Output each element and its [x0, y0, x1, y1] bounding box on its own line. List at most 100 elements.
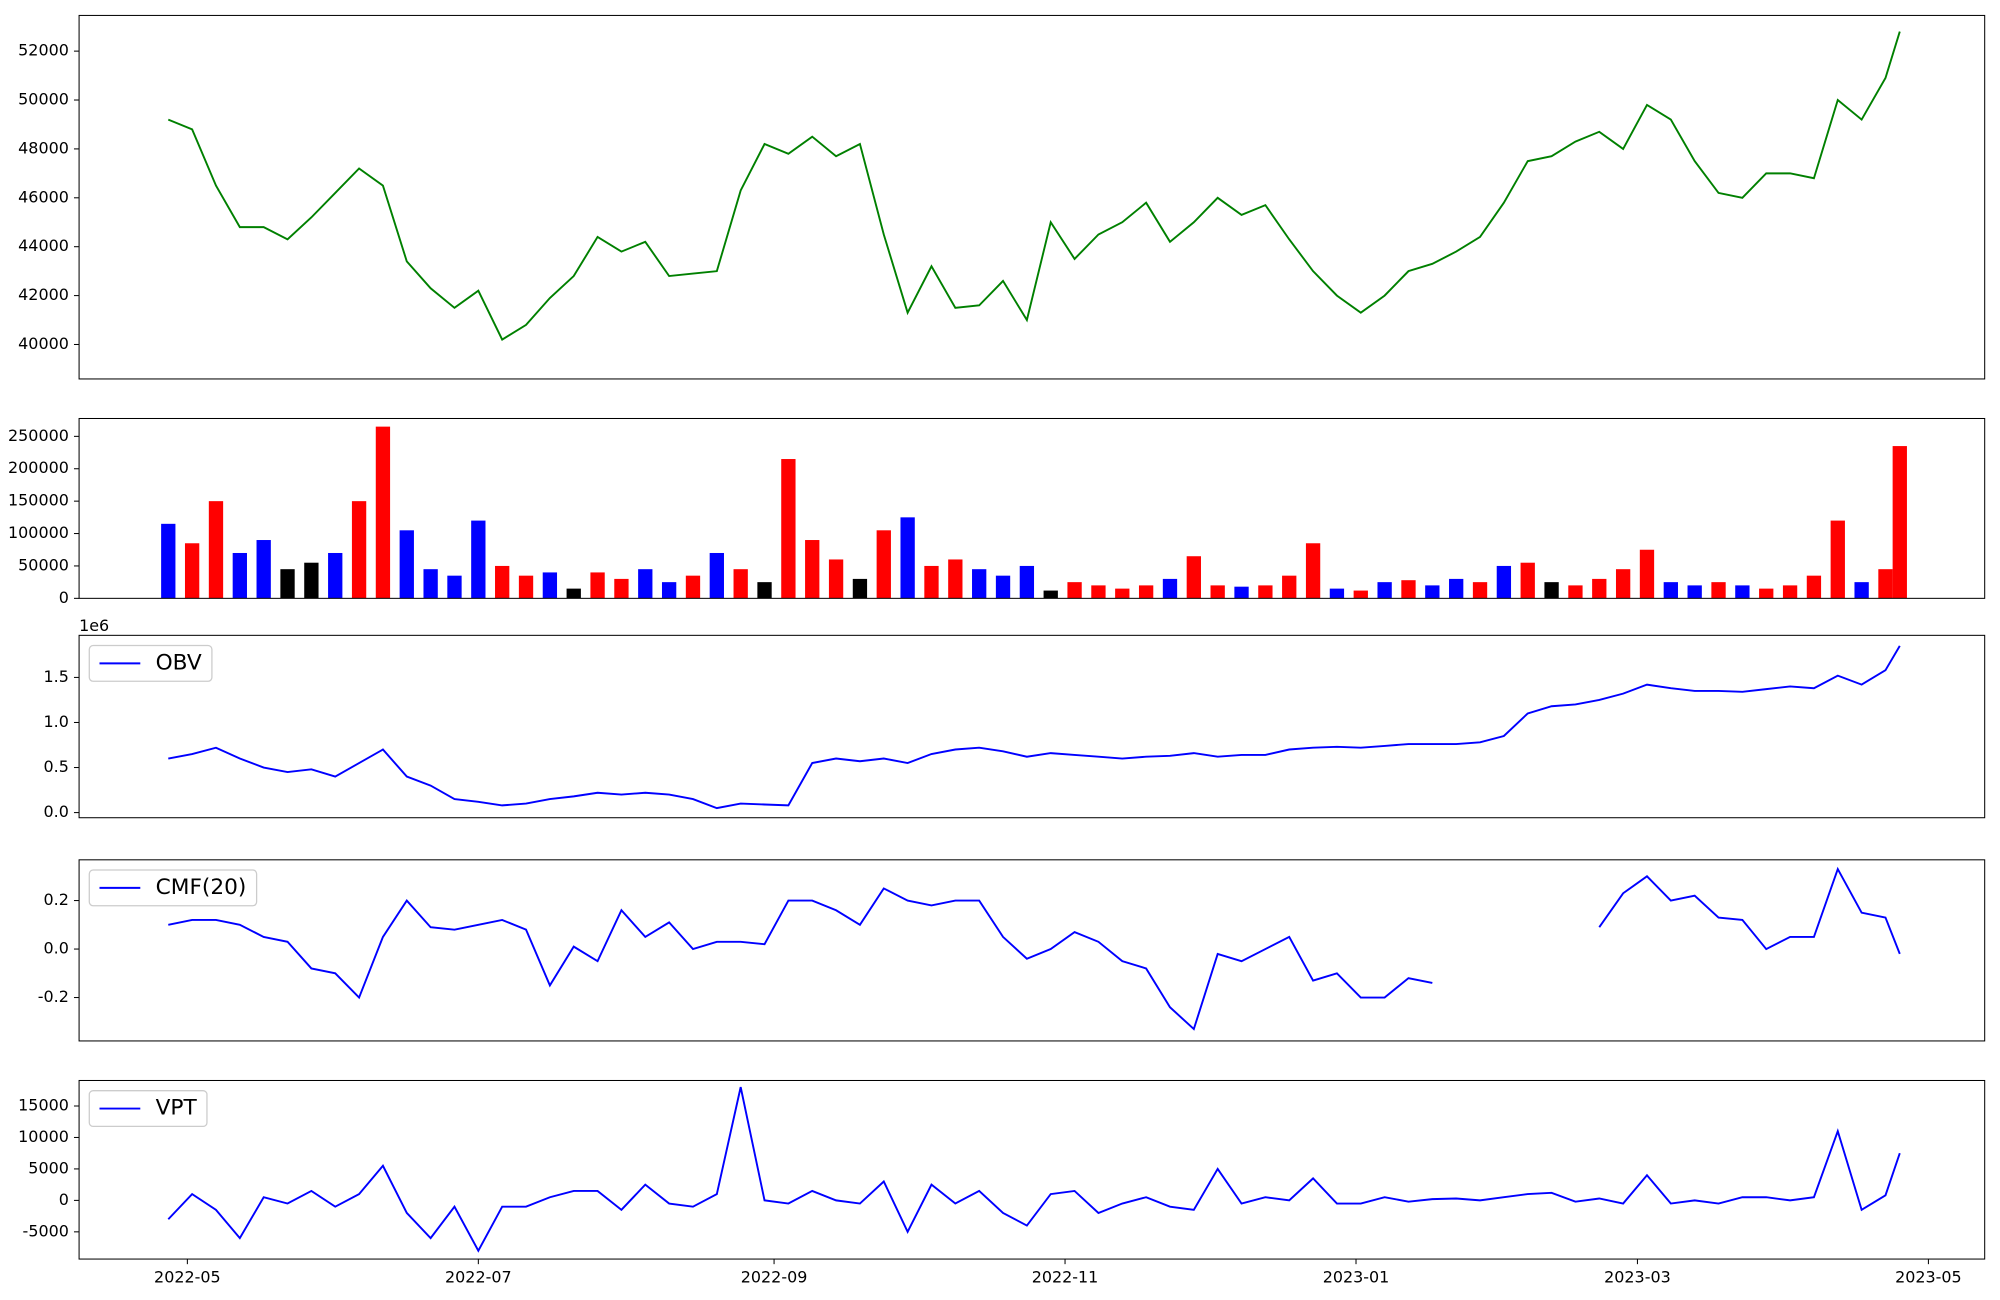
y-tick-label: 1.0 [44, 712, 69, 731]
volume-bar [518, 575, 534, 599]
x-tick-label: 2023-01 [1323, 1268, 1390, 1287]
y-tick-label: 100000 [8, 523, 69, 542]
volume-bar [924, 565, 939, 599]
y-tick-label: 150000 [8, 491, 69, 510]
y-tick-label: 42000 [18, 285, 69, 304]
volume-bar [1687, 585, 1702, 599]
y-tick-label: -0.2 [38, 987, 69, 1006]
y-tick-label: 1.5 [44, 667, 69, 686]
volume-bar [1282, 575, 1297, 599]
volume-bar [1115, 588, 1130, 599]
volume-bar [1854, 582, 1869, 599]
x-tick-label: 2023-05 [1895, 1268, 1962, 1287]
y-tick-label: 250000 [8, 426, 69, 445]
volume-bar [1806, 575, 1822, 599]
x-tick-label: 2022-05 [154, 1268, 221, 1287]
volume-bar [471, 520, 486, 599]
y-tick-label: 40000 [18, 334, 69, 353]
volume-bar [1067, 582, 1082, 599]
volume-bar [900, 517, 915, 599]
volume-bar [1138, 585, 1154, 599]
y-tick-label: 46000 [18, 187, 69, 206]
volume-bar [1401, 580, 1416, 599]
y-tick-label: 0 [59, 588, 69, 607]
volume-bar [1329, 588, 1345, 599]
x-tick-label: 2023-03 [1604, 1268, 1671, 1287]
volume-bar [1162, 578, 1178, 599]
axis-offset-label: 1e6 [79, 616, 109, 635]
volume-bar [757, 582, 772, 599]
y-tick-label: 10000 [18, 1127, 69, 1146]
volume-bar [948, 559, 963, 599]
y-tick-label: 44000 [18, 236, 69, 255]
volume-bar [1520, 562, 1535, 599]
volume-bar [542, 572, 558, 599]
legend-label: OBV [156, 650, 202, 675]
volume-bar [1377, 582, 1392, 599]
x-tick-label: 2022-09 [741, 1268, 808, 1287]
y-tick-label: 50000 [18, 555, 69, 574]
volume-bar [995, 575, 1011, 599]
volume-bar [805, 540, 820, 599]
panel: 0 50000 100000 150000 200000 250000 [8, 417, 1986, 607]
volume-bar [709, 552, 724, 599]
volume-bar [232, 552, 247, 599]
volume-bar [304, 562, 319, 599]
volume-bar [1496, 565, 1512, 599]
volume-bar [351, 501, 367, 599]
volume-bar [1019, 565, 1035, 599]
volume-bar [661, 582, 677, 599]
panel: -5000 0 5000 10000 15000 2022-05 2022-07 2022-0… [18, 1079, 1986, 1287]
volume-bar [1258, 585, 1273, 599]
volume-bar [1663, 582, 1678, 599]
y-tick-label: 0.2 [44, 890, 69, 909]
legend-label: VPT [156, 1096, 198, 1121]
legend: VPT [88, 1090, 208, 1128]
y-tick-label: 15000 [18, 1095, 69, 1114]
plot-frame [78, 1079, 1986, 1260]
volume-bar [972, 569, 987, 599]
legend-box [88, 1090, 208, 1128]
volume-bar [447, 575, 462, 599]
volume-bar [1759, 588, 1774, 599]
plot-frame [78, 417, 1986, 599]
volume-bar [828, 559, 844, 599]
volume-bar [1830, 520, 1845, 599]
volume-bar [256, 540, 271, 599]
volume-bar [1210, 585, 1225, 599]
volume-bar [1639, 549, 1655, 599]
volume-bar [375, 426, 391, 599]
volume-bar [1353, 590, 1368, 599]
legend: CMF(20) [88, 869, 258, 907]
legend-box [88, 869, 258, 907]
legend: OBV [88, 644, 213, 682]
volume-bar [614, 578, 629, 599]
plot-frame [78, 859, 1986, 1042]
x-tick-label: 2022-07 [445, 1268, 512, 1287]
y-tick-label: 52000 [18, 41, 69, 60]
panel: 0.0 0.5 1.0 1.5 1e6 OBV [44, 616, 1986, 821]
y-tick-label: 5000 [28, 1158, 69, 1177]
series-line [167, 1086, 1901, 1253]
series-line [168, 887, 1433, 1031]
series-line [168, 645, 1901, 810]
panel: 40000 42000 44000 46000 48000 50000 52000 [18, 14, 1986, 380]
volume-bar [876, 530, 891, 599]
volume-bar [781, 459, 796, 599]
plot-frame [78, 634, 1986, 819]
volume-bar [1615, 569, 1631, 599]
volume-bar [566, 588, 581, 599]
volume-bar [423, 569, 438, 599]
volume-bar [1043, 590, 1058, 599]
volume-bar [590, 572, 605, 599]
volume-bar [638, 569, 653, 599]
y-tick-label: 0.0 [44, 802, 69, 821]
volume-bar [495, 565, 510, 599]
volume-bar [280, 569, 295, 599]
panel: -0.2 0.0 0.2 CMF(20) [38, 859, 1986, 1042]
volume-bar [1878, 569, 1893, 599]
series-line [1598, 866, 1901, 955]
plot-frame [78, 14, 1986, 380]
y-tick-label: 50000 [18, 90, 69, 109]
